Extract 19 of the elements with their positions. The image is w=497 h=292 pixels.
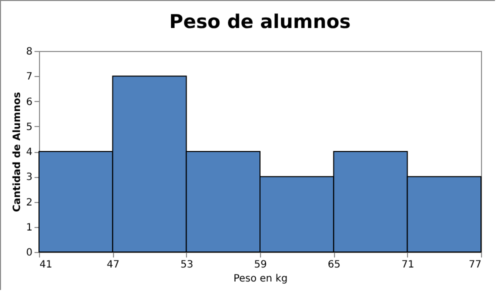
y-tick-label: 2	[26, 197, 32, 208]
y-tick-label: 1	[26, 222, 32, 234]
y-tick-label: 8	[26, 46, 32, 58]
y-tick-label: 4	[26, 147, 32, 158]
x-tick-label: 59	[254, 260, 267, 270]
x-axis-title: Peso en kg	[233, 274, 288, 284]
y-tick-label: 3	[26, 172, 32, 184]
y-tick-label: 0	[26, 248, 32, 258]
y-tick-label: 7	[26, 72, 32, 83]
y-tick-label: 5	[26, 122, 32, 133]
x-tick-label: 41	[40, 260, 52, 270]
x-tick-label: 77	[468, 260, 482, 270]
chart-title: Peso de alumnos	[169, 11, 351, 33]
x-tick-label: 71	[401, 260, 414, 270]
y-tick-label: 6	[26, 96, 32, 108]
x-tick-label: 65	[328, 260, 341, 270]
x-tick-label: 47	[106, 260, 120, 270]
x-tick-label: 53	[180, 260, 194, 270]
y-axis-title: Cantidad de Alumnos	[12, 92, 24, 212]
